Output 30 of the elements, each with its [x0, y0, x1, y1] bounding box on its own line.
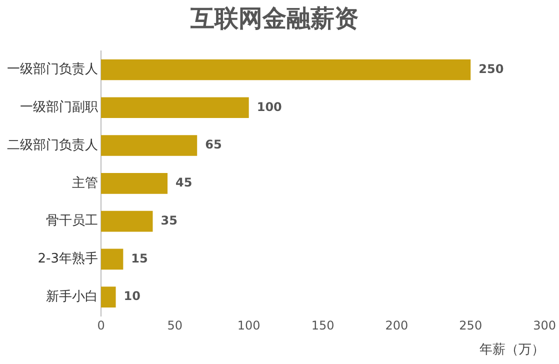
y-tick-label: 骨干员工 [46, 214, 98, 229]
x-tick-label: 300 [533, 318, 556, 332]
data-label: 250 [478, 62, 504, 76]
bar [101, 248, 124, 270]
x-tick-label: 100 [237, 318, 260, 332]
y-tick-label: 一级部门副职 [20, 99, 98, 116]
bar [101, 135, 198, 156]
x-tick-label: 0 [97, 318, 105, 332]
data-label: 100 [256, 100, 282, 114]
data-label: 65 [205, 138, 222, 152]
bar [101, 286, 116, 308]
bar [101, 97, 249, 118]
y-tick-label: 新手小白 [46, 289, 98, 304]
x-tick-label: 200 [385, 318, 408, 332]
data-label: 45 [176, 176, 192, 190]
x-axis-title: 年薪（万） [480, 342, 545, 358]
data-label: 15 [131, 251, 148, 266]
y-tick-label: 主管 [72, 174, 98, 191]
x-tick-label: 250 [459, 318, 482, 332]
bar [101, 172, 168, 194]
y-tick-label: 一级部门负责人 [7, 61, 98, 78]
x-tick-label: 50 [167, 318, 183, 332]
bar [101, 59, 471, 80]
y-tick-label: 二级部门负责人 [7, 136, 98, 153]
y-tick-label: 2-3年熟手 [38, 252, 98, 267]
chart-title: 互联网金融薪资 [190, 4, 358, 33]
x-tick-label: 150 [311, 318, 334, 332]
data-label: 35 [160, 213, 178, 228]
bar [101, 210, 153, 232]
data-label: 10 [124, 289, 140, 304]
